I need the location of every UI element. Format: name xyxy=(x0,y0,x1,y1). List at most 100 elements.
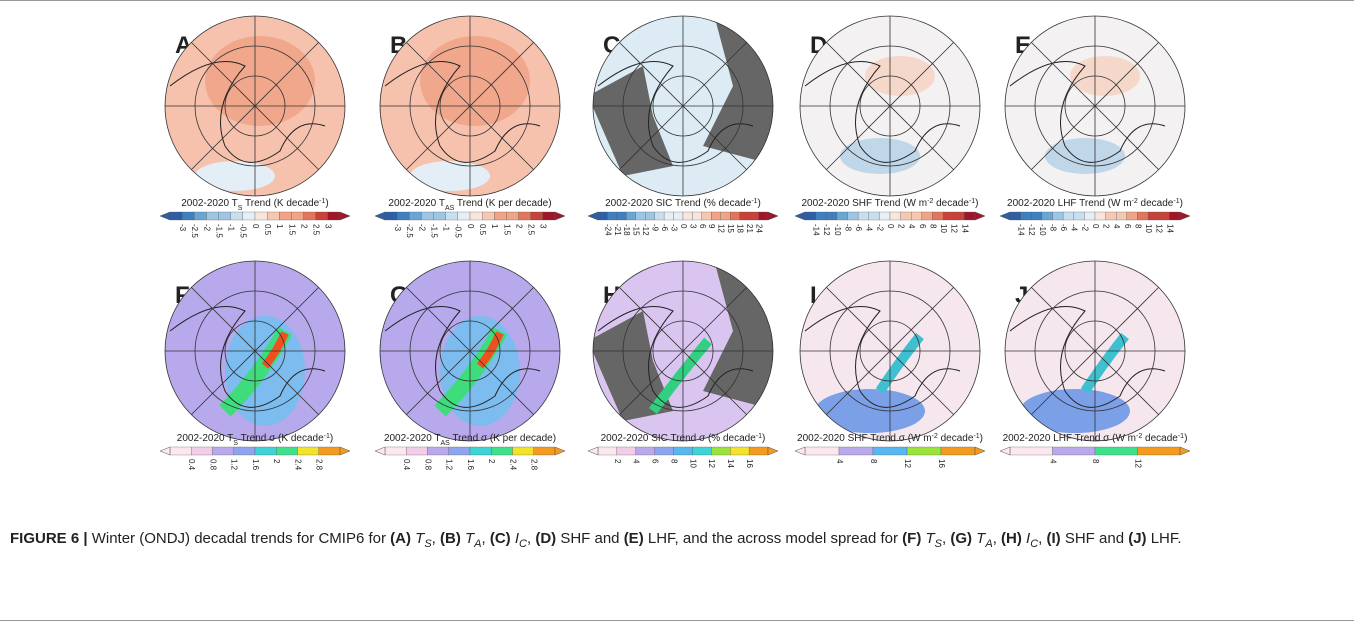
title-part: ) xyxy=(330,433,333,444)
colorbar-tick-label: 2 xyxy=(487,459,496,464)
caption-text: S xyxy=(424,538,431,550)
colorbar-tick-label: 12 xyxy=(903,459,912,468)
colorbar-end xyxy=(160,212,170,220)
colorbar-segment xyxy=(636,212,645,220)
colorbar-segment xyxy=(1074,212,1085,220)
colorbar-segment xyxy=(1042,212,1053,220)
title-part: AS xyxy=(445,205,455,212)
colorbar-segment xyxy=(890,212,901,220)
colorbar-segment xyxy=(1063,212,1074,220)
colorbar-tick-label: -2.5 xyxy=(405,224,414,238)
colorbar-tick-label: -14 xyxy=(1017,224,1026,236)
colorbar-segment xyxy=(617,212,626,220)
colorbar-title: 2002-2020 TS Trend σ (K decade-1) xyxy=(177,433,333,447)
colorbar-segment xyxy=(449,447,470,455)
caption-text: (H) xyxy=(1001,530,1026,547)
colorbar-segment xyxy=(1095,212,1106,220)
colorbar-tick-label: -10 xyxy=(833,224,842,236)
colorbar-tick-label: 2.8 xyxy=(530,459,539,471)
colorbar-tick-label: 8 xyxy=(1133,224,1142,229)
colorbar-title: 2002-2020 LHF Trend (W m-2 decade-1) xyxy=(1007,198,1183,210)
colorbar-tick-label: 1.2 xyxy=(230,459,239,471)
colorbar-segment xyxy=(406,447,427,455)
colorbar-tick-label: 12 xyxy=(707,459,716,468)
colorbar-segment xyxy=(1159,212,1170,220)
colorbar-tick-label: 3 xyxy=(688,224,697,229)
caption-text: , xyxy=(1038,530,1046,547)
colorbar-segment xyxy=(848,212,859,220)
colorbar-segment xyxy=(298,447,319,455)
figure: A2002-2020 TS Trend (K decade-1)-3-2.5-2… xyxy=(0,0,1354,621)
colorbar-tick-label: -2.5 xyxy=(190,224,199,238)
colorbar-tick-label: -4 xyxy=(865,224,874,232)
colorbar-tick-label: 0.4 xyxy=(187,459,196,471)
caption-text: T xyxy=(976,530,985,547)
colorbar-segment xyxy=(1148,212,1159,220)
colorbar-segment xyxy=(328,212,340,220)
caption-text: A xyxy=(985,538,992,550)
colorbar-tick-label: -24 xyxy=(603,224,612,236)
colorbar-tick-label: -1.5 xyxy=(214,224,223,238)
colorbar-tick-label: 12 xyxy=(1133,459,1142,468)
title-part: Trend (K decade xyxy=(242,198,319,209)
caption-text: Winter (ONDJ) decadal trends for CMIP6 f… xyxy=(88,530,391,547)
colorbar-segment xyxy=(170,447,191,455)
colorbar-segment xyxy=(636,447,655,455)
colorbar-end xyxy=(1180,212,1190,220)
colorbar-segment xyxy=(534,447,555,455)
colorbar-tick-label: -3 xyxy=(393,224,402,232)
colorbar-tick-label: 1 xyxy=(275,224,284,229)
title-part: 2002-2020 LHF Trend (W m xyxy=(1007,198,1132,209)
colorbar-tick-label: 0.5 xyxy=(478,224,487,236)
colorbar-title: 2002-2020 LHF Trend σ (W m-2 decade-1) xyxy=(1003,433,1188,445)
colorbar-tick-label: 14 xyxy=(1165,224,1174,233)
title-part: ) xyxy=(1184,433,1187,444)
colorbar-tick-label: 2 xyxy=(1102,224,1111,229)
colorbar-segment xyxy=(740,212,749,220)
colorbar-end xyxy=(1000,212,1010,220)
colorbar-segment xyxy=(941,447,975,455)
colorbar-tick-label: 2.4 xyxy=(293,459,302,471)
caption-text: (A) xyxy=(390,530,415,547)
colorbar-segment xyxy=(421,212,433,220)
title-part: decade xyxy=(933,198,969,209)
colorbar-segment xyxy=(1031,212,1042,220)
colorbar-title: 2002-2020 SIC Trend σ (% decade-1) xyxy=(601,433,766,445)
colorbar-segment xyxy=(1084,212,1095,220)
colorbar-tick-label: 15 xyxy=(726,224,735,233)
colorbar-tick-label: 2 xyxy=(299,224,308,229)
colorbar-title: 2002-2020 SHF Trend σ (W m-2 decade-1) xyxy=(797,433,983,445)
title-part: 2002-2020 T xyxy=(177,433,234,444)
map xyxy=(1005,261,1185,441)
map xyxy=(800,16,980,196)
colorbar-end xyxy=(375,447,385,455)
title-part: 2002-2020 SIC Trend (% decade xyxy=(605,198,752,209)
colorbar-segment xyxy=(702,212,711,220)
colorbar-tick-label: 14 xyxy=(960,224,969,233)
colorbar-tick-label: 18 xyxy=(736,224,745,233)
blue-zone xyxy=(1020,389,1130,433)
colorbar-segment xyxy=(470,447,491,455)
colorbar-segment xyxy=(458,212,470,220)
colorbar-segment xyxy=(428,447,449,455)
colorbar-title: 2002-2020 SIC Trend (% decade-1) xyxy=(605,198,761,210)
colorbar-end xyxy=(795,212,805,220)
caption-text: (F) xyxy=(902,530,925,547)
caption-label: FIGURE 6 | xyxy=(10,530,88,547)
caption-text: LHF. xyxy=(1147,530,1182,547)
colorbar-segment xyxy=(933,212,944,220)
colorbar-tick-label: 16 xyxy=(745,459,754,468)
caption-text: , xyxy=(993,530,1001,547)
colorbar-segment xyxy=(482,212,494,220)
colorbar-tick-label: 10 xyxy=(1144,224,1153,233)
title-part: 2002-2020 SIC Trend σ (% decade xyxy=(601,433,757,444)
colorbar-end xyxy=(768,447,778,455)
caption-text: S xyxy=(935,538,942,550)
colorbar-segment xyxy=(1127,212,1138,220)
colorbar-tick-label: 4 xyxy=(632,459,641,464)
colorbar-segment xyxy=(276,447,297,455)
colorbar-segment xyxy=(234,447,255,455)
colorbar-tick-label: 4 xyxy=(1048,459,1057,464)
colorbar-tick-label: -9 xyxy=(651,224,660,232)
